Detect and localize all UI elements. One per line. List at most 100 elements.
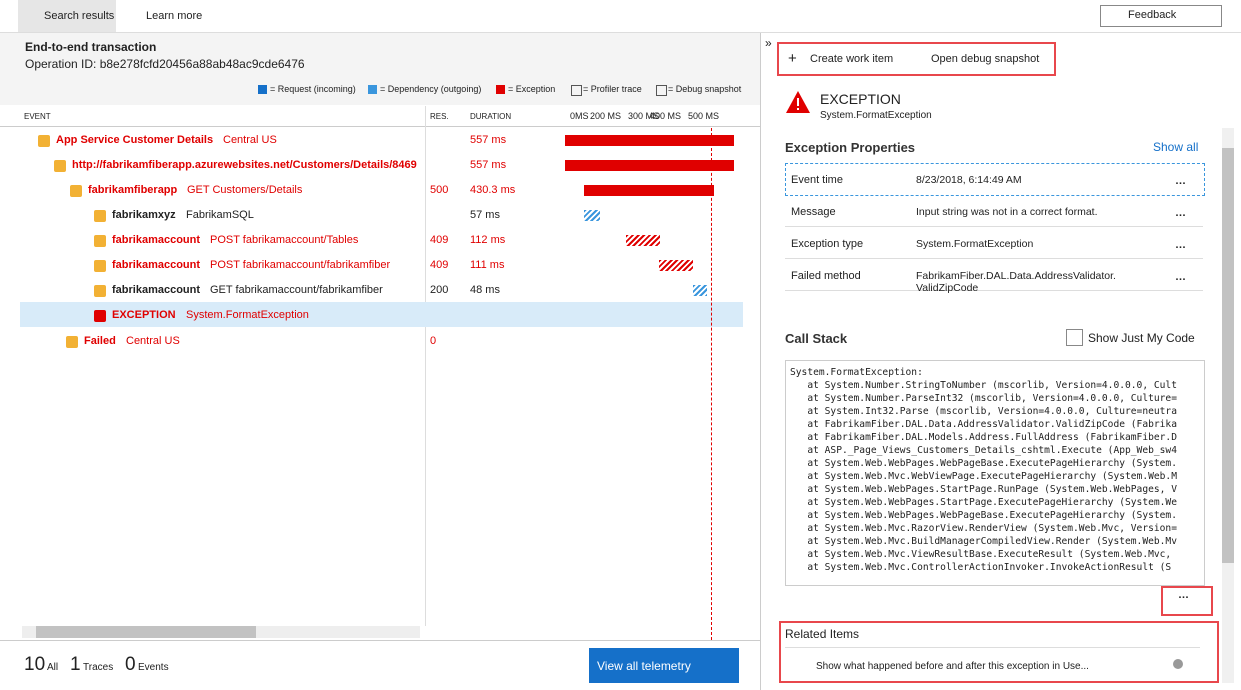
row-icon bbox=[94, 310, 106, 322]
stack-line: at System.Number.ParseInt32 (mscorlib, V… bbox=[790, 393, 1177, 404]
v-scrollbar[interactable] bbox=[1222, 128, 1234, 683]
stack-line: at System.Web.WebPages.StartPage.RunPage… bbox=[790, 484, 1177, 495]
more: … bbox=[1175, 239, 1186, 251]
row-icon bbox=[94, 235, 106, 247]
event-name: fabrikamxyz bbox=[112, 209, 176, 221]
more: … bbox=[1175, 207, 1186, 219]
column-header: DURATION bbox=[470, 112, 512, 121]
selected-row bbox=[20, 302, 743, 327]
event-detail: Central US bbox=[223, 134, 277, 146]
count-label: All bbox=[47, 662, 59, 673]
property-label: Message bbox=[791, 206, 836, 218]
show-all[interactable]: Show all bbox=[1153, 140, 1199, 154]
footer-rule bbox=[0, 640, 760, 641]
h-scrollbar[interactable] bbox=[22, 626, 420, 638]
timeline-tick: 500 MS bbox=[688, 111, 720, 121]
duration: 557 ms bbox=[470, 159, 507, 171]
property-row bbox=[785, 259, 1203, 291]
legend-swatch bbox=[656, 85, 667, 96]
property-value: FabrikamFiber.DAL.Data.AddressValidator.… bbox=[916, 270, 1116, 294]
exception-line bbox=[711, 128, 712, 640]
more: … bbox=[1175, 271, 1186, 283]
tab[interactable]: Search results bbox=[44, 10, 115, 22]
column-header: EVENT bbox=[24, 112, 51, 121]
property-label: Exception type bbox=[791, 238, 864, 250]
feedback-button[interactable] bbox=[1100, 5, 1222, 27]
legend-swatch bbox=[368, 85, 377, 94]
stack-line: at FabrikamFiber.DAL.Data.AddressValidat… bbox=[790, 419, 1177, 430]
event-name: fabrikamaccount bbox=[112, 259, 201, 271]
result: 200 bbox=[430, 284, 449, 296]
tab[interactable]: Learn more bbox=[146, 10, 203, 22]
view-all-label[interactable]: View all telemetry bbox=[597, 659, 691, 673]
row-icon bbox=[38, 135, 50, 147]
view-all-button[interactable] bbox=[589, 648, 739, 683]
event-detail: GET fabrikamaccount/fabrikamfiber bbox=[210, 284, 383, 296]
event-name: EXCEPTION bbox=[112, 309, 176, 321]
exception-title: EXCEPTION bbox=[820, 91, 901, 107]
feedback-label[interactable]: Feedback bbox=[1128, 9, 1177, 21]
collapse[interactable]: » bbox=[765, 36, 772, 50]
legend-label: = Request (incoming) bbox=[270, 84, 356, 94]
more[interactable]: … bbox=[1178, 589, 1189, 601]
plus-icon: + bbox=[788, 50, 797, 67]
exception-type: System.FormatException bbox=[820, 110, 932, 121]
section-heading: Exception Properties bbox=[785, 140, 916, 155]
count-label: Events bbox=[138, 662, 169, 673]
event-name: fabrikamaccount bbox=[112, 284, 201, 296]
operation-id: Operation ID: b8e278fcfd20456a88ab48ac9c… bbox=[25, 57, 305, 71]
property-value: 8/23/2018, 6:14:49 AM bbox=[916, 174, 1022, 186]
transaction-header bbox=[0, 33, 760, 105]
legend-label: = Debug snapshot bbox=[668, 84, 742, 94]
stack-line: at System.Web.Mvc.ControllerActionInvoke… bbox=[790, 562, 1172, 573]
event-name: fabrikamfiberapp bbox=[88, 184, 178, 196]
header-rule bbox=[0, 126, 760, 127]
related-heading: Related Items bbox=[785, 627, 860, 641]
rule bbox=[785, 647, 1200, 648]
row-icon bbox=[54, 160, 66, 172]
top-bar: Search results Learn more Feedback bbox=[0, 0, 1241, 33]
exception-icon bbox=[786, 91, 810, 113]
action[interactable]: Open debug snapshot bbox=[931, 53, 1040, 65]
stack-line: System.FormatException: bbox=[790, 367, 923, 378]
call-stack: System.FormatException: at System.Number… bbox=[785, 360, 1205, 586]
timeline-bar bbox=[584, 210, 600, 221]
highlight bbox=[1161, 586, 1213, 616]
property-label: Failed method bbox=[791, 270, 861, 282]
stack-line: at System.Int32.Parse (mscorlib, Version… bbox=[790, 406, 1177, 417]
count: 0 bbox=[125, 654, 136, 675]
left-panel bbox=[0, 33, 760, 690]
timeline-tick: 200 MS bbox=[590, 111, 622, 121]
related-item[interactable]: Show what happened before and after this… bbox=[816, 661, 1089, 672]
timeline-bar bbox=[659, 260, 693, 271]
property-value: System.FormatException bbox=[916, 238, 1034, 250]
tab-active[interactable] bbox=[18, 0, 116, 32]
stack-line: at System.Web.Mvc.ViewResultBase.Execute… bbox=[790, 549, 1177, 560]
row-icon bbox=[66, 336, 78, 348]
highlight bbox=[779, 621, 1219, 683]
checkbox[interactable] bbox=[1066, 329, 1083, 346]
timeline-bar bbox=[626, 235, 660, 246]
event-detail: POST fabrikamaccount/fabrikamfiber bbox=[210, 259, 391, 271]
row-icon bbox=[94, 285, 106, 297]
legend-swatch bbox=[571, 85, 582, 96]
event-detail: Central US bbox=[126, 335, 180, 347]
stack-line: at System.Web.Mvc.BuildManagerCompiledVi… bbox=[790, 536, 1177, 547]
checkbox-label[interactable]: Show Just My Code bbox=[1088, 331, 1195, 345]
result: 500 bbox=[430, 184, 449, 196]
result: 409 bbox=[430, 259, 449, 271]
count-label: Traces bbox=[83, 662, 114, 673]
legend-swatch bbox=[258, 85, 267, 94]
info-icon bbox=[1173, 659, 1183, 669]
split bbox=[760, 33, 761, 690]
count: 1 bbox=[70, 654, 81, 675]
duration: 48 ms bbox=[470, 284, 500, 296]
transaction-title: End-to-end transaction bbox=[25, 40, 157, 54]
action[interactable]: Create work item bbox=[810, 53, 894, 65]
event-detail: FabrikamSQL bbox=[186, 209, 254, 221]
event-detail: GET Customers/Details bbox=[187, 184, 303, 196]
legend-label: = Profiler trace bbox=[583, 84, 642, 94]
result: 0 bbox=[430, 335, 437, 347]
duration: 112 ms bbox=[470, 234, 506, 246]
